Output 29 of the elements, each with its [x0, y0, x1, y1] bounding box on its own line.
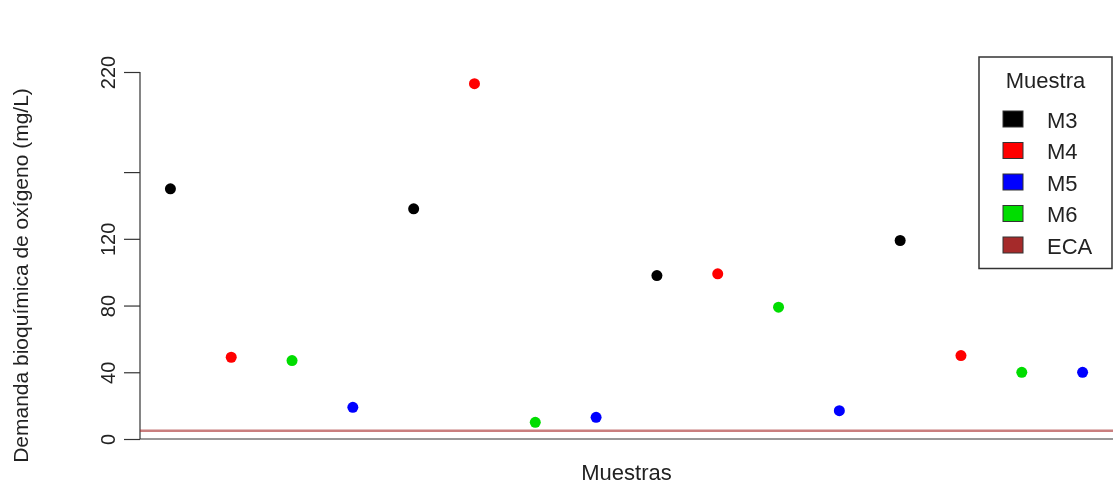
legend-label: M5 [1047, 170, 1078, 196]
point [408, 203, 420, 215]
point [590, 411, 602, 423]
legend-label: ECA [1047, 233, 1093, 259]
y-tick-label: 40 [97, 361, 119, 384]
point [347, 401, 359, 413]
legend-label: M3 [1047, 107, 1078, 133]
y-tick-label: 0 [97, 433, 119, 446]
point [773, 301, 785, 313]
y-tick-label: 120 [97, 222, 119, 257]
y-tick-label: 220 [97, 55, 119, 90]
point [1077, 366, 1089, 378]
point [1016, 366, 1028, 378]
legend-label: M4 [1047, 139, 1078, 164]
point [651, 270, 663, 282]
point [833, 405, 845, 417]
y-axis-title: Demanda bioquímica de oxígeno (mg/L) [9, 88, 32, 463]
point [286, 355, 298, 367]
legend-label: M6 [1047, 202, 1078, 227]
point [468, 78, 480, 90]
x-axis-title: Muestras [581, 460, 672, 485]
y-tick-label: 80 [97, 294, 119, 318]
point [712, 268, 724, 280]
point [225, 351, 237, 363]
point [164, 183, 176, 195]
point [894, 234, 906, 246]
point [529, 416, 541, 428]
legend-title: Muestra [1005, 68, 1086, 93]
point [955, 350, 967, 362]
